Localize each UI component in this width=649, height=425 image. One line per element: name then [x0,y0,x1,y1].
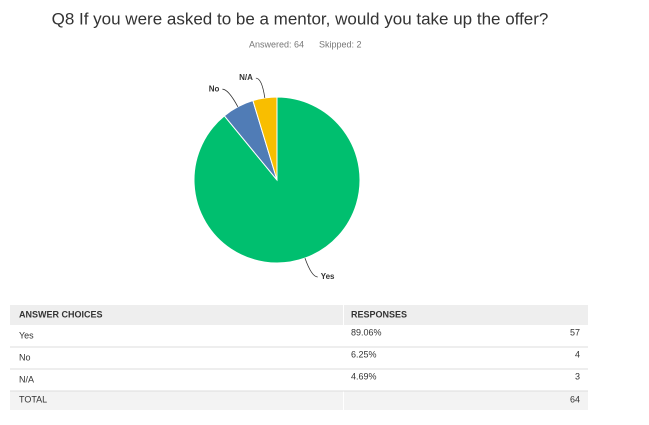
slice-label: No [209,84,220,93]
slice-label: N/A [239,73,253,82]
slice-label: Yes [321,272,335,281]
total-cell [10,391,343,410]
leader-line [255,77,266,98]
leader-line [222,88,239,107]
count-label: 3 [575,371,580,381]
skipped: Skipped: 2 [319,39,362,49]
count-label: 57 [570,327,580,337]
choice-label: No [19,352,31,362]
choice-label: N/A [19,374,34,384]
header-cell [344,305,588,325]
pie-slice [252,96,278,181]
answered: Answered: 64 [249,39,304,49]
total-value: 64 [570,394,580,404]
header-label: ANSWER CHOICES [19,309,103,319]
choice-label: Yes [19,330,34,340]
count-label: 4 [575,349,580,359]
chart-title: Q8 If you were asked to be a mentor, wou… [52,9,549,28]
percent-label: 6.25% [351,349,377,359]
header-cell [10,305,343,325]
percent-label: 89.06% [351,327,382,337]
percent-label: 4.69% [351,371,377,381]
total-label: TOTAL [19,394,47,404]
leader-line [304,258,318,278]
total-cell [344,391,588,410]
header-label: RESPONSES [351,309,407,319]
